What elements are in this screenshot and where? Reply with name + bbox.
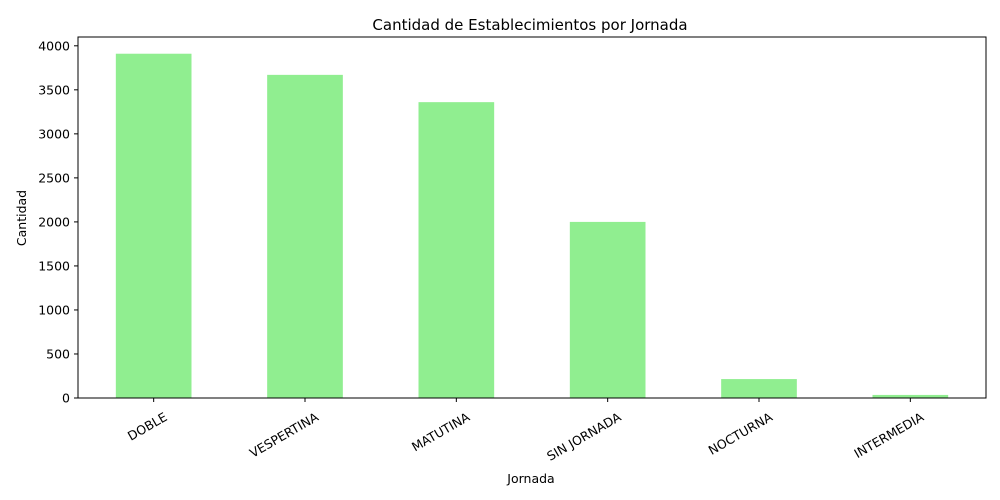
x-tick-label: NOCTURNA (706, 409, 776, 458)
y-tick-label: 4000 (38, 38, 70, 53)
chart-title: Cantidad de Establecimientos por Jornada (372, 16, 687, 34)
bar-matutina (418, 102, 495, 398)
y-tick-label: 500 (46, 346, 70, 361)
x-axis: DOBLE VESPERTINA MATUTINA SIN JORNADA NOCTUR… (125, 398, 927, 464)
plot-frame (77, 36, 987, 399)
y-tick-label: 2000 (38, 214, 70, 229)
x-tick-label: INTERMEDIA (851, 409, 926, 461)
x-tick-label: DOBLE (125, 409, 170, 443)
x-tick-label: MATUTINA (409, 409, 473, 454)
x-tick-label: VESPERTINA (247, 409, 321, 461)
y-axis-label: Cantidad (14, 190, 29, 246)
bars-group (115, 53, 949, 399)
y-tick-label: 1000 (38, 302, 70, 317)
y-tick-label: 1500 (38, 258, 70, 273)
x-tick-label: SIN JORNADA (544, 409, 624, 464)
y-tick-label: 2500 (38, 170, 70, 185)
y-tick-label: 0 (62, 391, 70, 406)
y-axis: 0 500 1000 1500 2000 2500 3000 3500 4000 (38, 38, 78, 406)
x-axis-label: Jornada (506, 471, 554, 486)
bar-nocturna (721, 379, 797, 398)
y-tick-label: 3500 (38, 82, 70, 97)
bar-intermedia (872, 394, 949, 398)
bar-doble (115, 53, 192, 398)
y-tick-label: 3000 (38, 126, 70, 141)
bar-sin-jornada (569, 221, 646, 398)
bar-vespertina (267, 74, 343, 399)
